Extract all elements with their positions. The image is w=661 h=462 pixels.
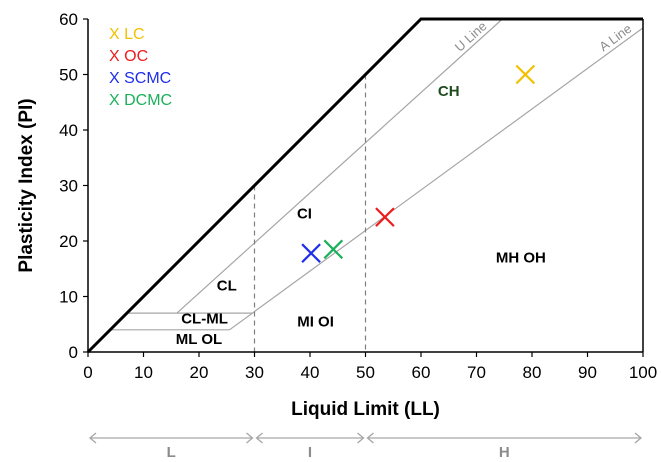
zone-labels: CL CL-ML ML OL CI MI OI CH MH OH [176, 83, 546, 348]
range-arrow-head-left [366, 432, 374, 444]
u-line-label: U Line [452, 18, 490, 54]
marker-lc [515, 64, 536, 85]
range-arrow-head-right [246, 432, 254, 444]
zone-label-ci: CI [297, 205, 312, 222]
zone-label-mh-oh: MH OH [496, 250, 546, 267]
marker-oc [375, 207, 395, 227]
u-line [176, 18, 503, 314]
y-axis-title: Plasticity Index (PI) [16, 98, 37, 272]
marker-scmc [301, 243, 321, 263]
range-arrow-i: I [255, 432, 365, 461]
y-tick-label: 0 [69, 343, 78, 362]
x-tick-label: 50 [356, 363, 375, 382]
marker-stroke [375, 207, 395, 227]
x-tick-label: 80 [523, 363, 542, 382]
x-tick-label: 100 [629, 363, 657, 382]
x-tick-label: 0 [83, 363, 92, 382]
y-tick-label: 60 [59, 10, 78, 29]
marker-stroke [301, 243, 321, 263]
marker-stroke [323, 239, 344, 260]
zone-label-mi-oi: MI OI [297, 313, 334, 330]
y-tick-label: 20 [59, 232, 78, 251]
range-label-h: H [499, 444, 510, 461]
range-arrow-head-right [357, 432, 365, 444]
marker-stroke [515, 64, 536, 85]
data-markers [301, 64, 536, 263]
chart-guides: U Line A Line [86, 17, 644, 354]
range-arrow-head-right [634, 432, 643, 444]
y-tick-label: 40 [59, 121, 78, 140]
range-arrow-head-left [88, 432, 97, 444]
x-tick-label: 40 [301, 363, 320, 382]
range-arrow-head-left [255, 432, 263, 444]
a-line-label: A Line [596, 21, 634, 54]
y-tick-label: 30 [59, 177, 78, 196]
y-tick-label: 50 [59, 66, 78, 85]
range-arrow-l: L [88, 432, 254, 461]
legend-entry-lc: X LC [109, 26, 145, 43]
a-line [229, 27, 644, 331]
x-tick-label: 20 [190, 363, 209, 382]
chart-legend: X LC X OC X SCMC X DCMC [109, 26, 172, 109]
zone-label-cl: CL [217, 277, 237, 294]
x-tick-label: 30 [245, 363, 264, 382]
zone-label-ml-ol: ML OL [176, 331, 222, 348]
range-label-l: L [167, 444, 176, 461]
x-tick-label: 70 [467, 363, 486, 382]
x-axis-title: Liquid Limit (LL) [291, 399, 440, 420]
y-tick-label: 10 [59, 288, 78, 307]
legend-entry-scmc: X SCMC [109, 70, 171, 87]
zone-label-ch: CH [438, 83, 460, 100]
range-arrow-h: H [366, 432, 643, 461]
zone-label-cl-ml: CL-ML [181, 311, 228, 328]
chart-axes: 0 10 20 30 40 50 60 70 80 90 100 0 10 20 30 40 50 60 [59, 10, 657, 382]
marker-dcmc [323, 239, 344, 260]
x-tick-label: 90 [578, 363, 597, 382]
x-tick-label: 10 [134, 363, 153, 382]
legend-entry-oc: X OC [109, 48, 148, 65]
upper-boundary-line [86, 17, 643, 354]
range-label-i: I [308, 444, 312, 461]
x-tick-label: 60 [412, 363, 431, 382]
legend-entry-dcmc: X DCMC [109, 92, 172, 109]
